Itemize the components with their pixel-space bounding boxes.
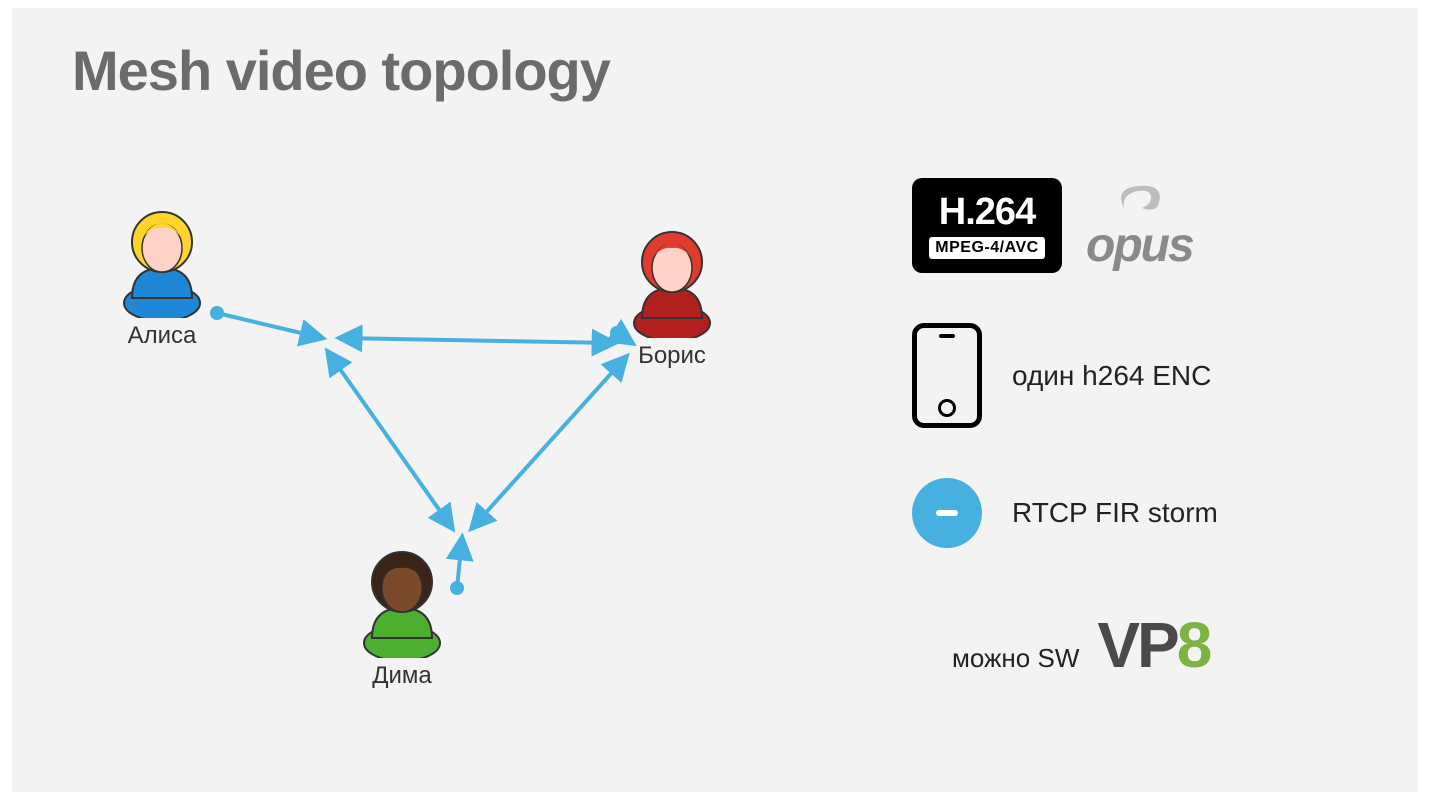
opus-text: opus [1086,218,1193,273]
h264-bottom: MPEG-4/AVC [929,237,1044,259]
avatar-boris: Борис [612,218,732,370]
vp8-logo: VP8 [1097,608,1209,682]
avatar-alice: Алиса [102,198,222,350]
mesh-diagram: Алиса Борис Дима [72,168,812,768]
minus-dash [936,510,958,516]
phone-note-row: один h264 ENC [912,323,1412,428]
slide: Mesh video topology Алиса Борис Дима [12,8,1418,792]
avatar-label-dima: Дима [342,662,462,690]
h264-badge: H.264 MPEG-4/AVC [912,178,1062,273]
opus-logo: opus [1086,178,1193,273]
rtcp-label: RTCP FIR storm [1012,497,1218,529]
slide-title: Mesh video topology [72,38,610,103]
right-column: H.264 MPEG-4/AVC opus один h264 ENC RTCP… [912,178,1412,682]
vp8-row: можно SW VP8 [912,608,1412,682]
avatar-label-alice: Алиса [102,322,222,350]
h264-top: H.264 [939,193,1035,231]
codec-logos: H.264 MPEG-4/AVC opus [912,178,1412,273]
avatar-label-boris: Борис [612,342,732,370]
opus-swirl-icon [1104,178,1174,218]
phone-icon [912,323,982,428]
minus-circle-icon [912,478,982,548]
vp8-prefix: можно SW [952,643,1079,674]
rtcp-row: RTCP FIR storm [912,478,1412,548]
phone-note-label: один h264 ENC [1012,360,1211,392]
vp8-vp: VP [1097,609,1176,681]
vp8-eight: 8 [1177,609,1210,681]
avatar-dima: Дима [342,538,462,690]
